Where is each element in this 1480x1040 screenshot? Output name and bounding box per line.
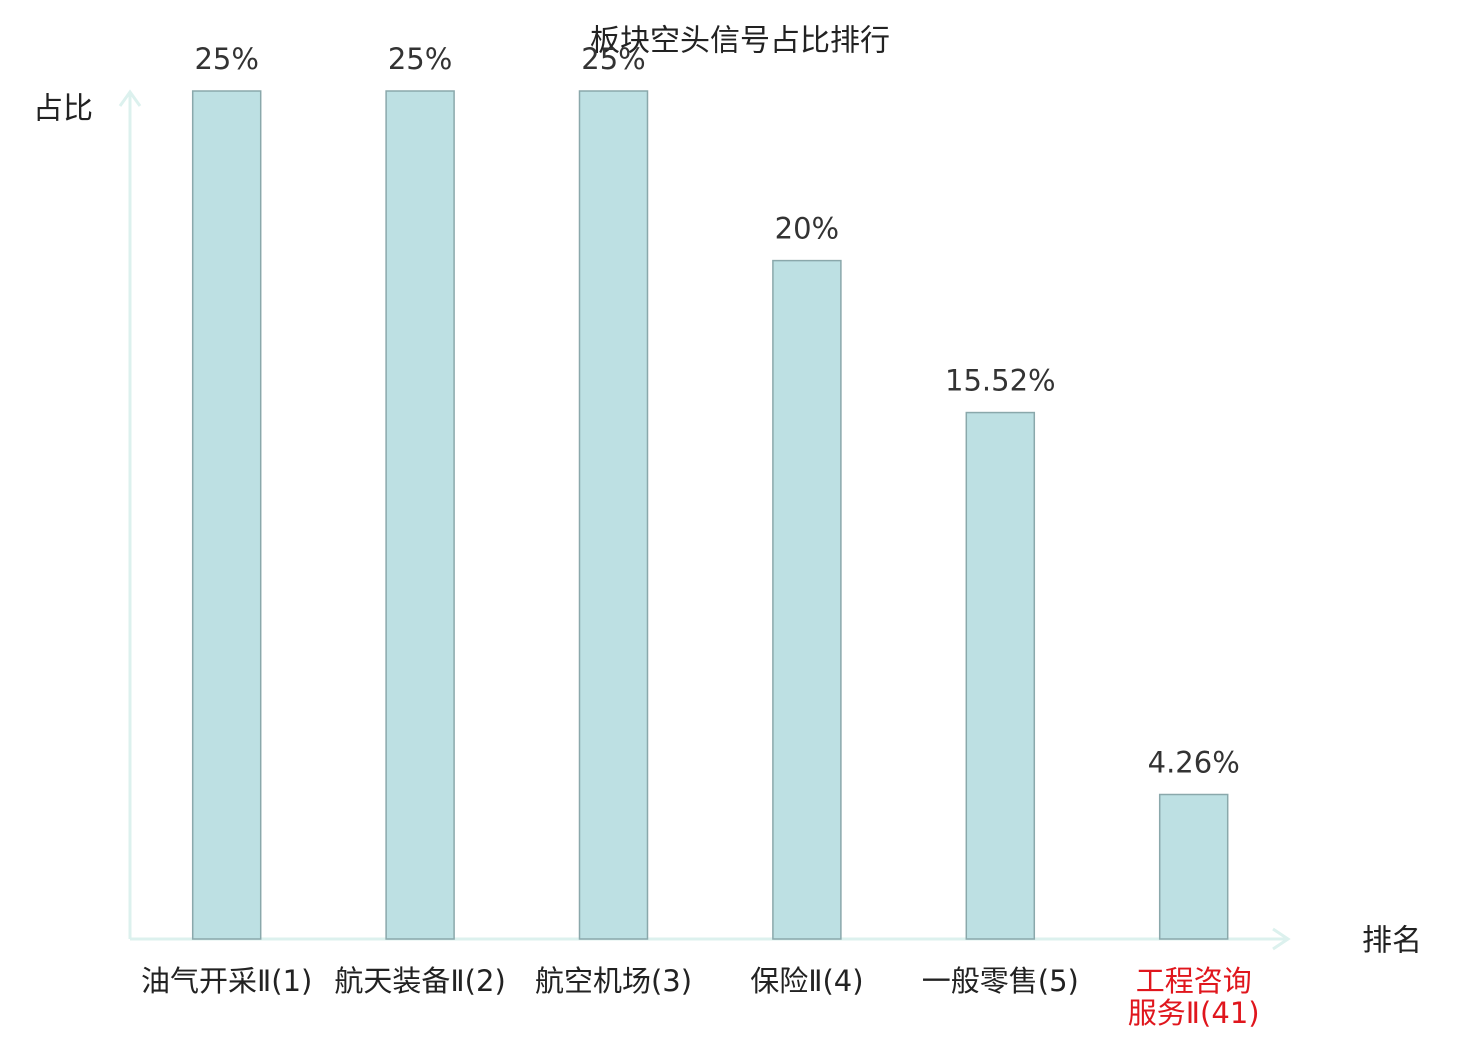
x-tick-label: 航空机场(3) (535, 964, 692, 998)
x-tick-label: 油气开采Ⅱ(1) (141, 964, 312, 998)
value-label: 25% (194, 42, 258, 76)
value-label: 20% (775, 212, 839, 246)
value-label: 25% (581, 42, 645, 76)
bar (578, 90, 649, 940)
bar (965, 411, 1036, 940)
value-label: 4.26% (1148, 746, 1240, 780)
bar (385, 90, 455, 940)
value-label: 25% (388, 42, 452, 76)
bar (772, 259, 842, 940)
value-label: 15.52% (945, 364, 1056, 398)
bar (1158, 793, 1229, 940)
x-axis-arrow (1272, 927, 1291, 951)
x-tick-label: 工程咨询服务Ⅱ(41) (1128, 964, 1260, 1030)
axes (118, 89, 1291, 951)
chart-title: 板块空头信号占比排行 (590, 24, 890, 59)
x-tick-label: 一般零售(5) (922, 964, 1079, 998)
x-tick-label: 航天装备Ⅱ(2) (334, 964, 505, 998)
x-axis-label: 排名 (1362, 924, 1422, 959)
bar (191, 90, 262, 940)
x-tick-label: 保险Ⅱ(4) (750, 964, 863, 998)
y-axis-label: 占比 (33, 92, 93, 127)
y-axis-arrow (118, 89, 142, 107)
